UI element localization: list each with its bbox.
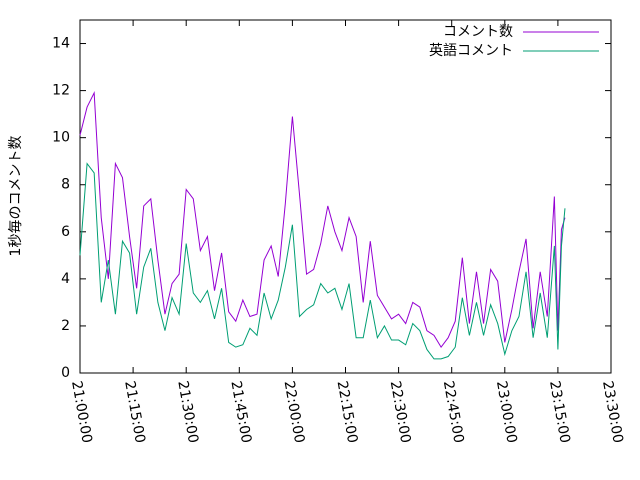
y-axis-label: 1秒毎のコメント数: [8, 136, 24, 257]
series-line: [79, 91, 566, 349]
y-tick-label: 14: [52, 36, 70, 52]
y-tick-label: 4: [61, 271, 70, 287]
y-tick-label: 12: [52, 83, 70, 99]
legend-label: コメント数: [443, 24, 513, 40]
x-tick-label: 23:30:00: [599, 380, 626, 445]
x-tick-label: 21:00:00: [68, 380, 95, 445]
y-tick-label: 10: [52, 130, 70, 146]
x-tick-label: 22:00:00: [281, 380, 308, 445]
x-tick-label: 21:30:00: [174, 380, 201, 445]
y-tick-label: 0: [61, 365, 70, 381]
y-tick-label: 2: [61, 318, 70, 334]
x-tick-label: 22:45:00: [440, 380, 467, 445]
x-tick-label: 21:45:00: [227, 380, 254, 445]
y-tick-label: 8: [61, 177, 70, 193]
x-tick-label: 23:15:00: [546, 380, 573, 445]
legend-label: 英語コメント: [429, 42, 513, 59]
x-tick-label: 21:15:00: [121, 380, 148, 445]
series-line: [79, 162, 566, 360]
x-tick-label: 22:15:00: [334, 380, 361, 445]
x-tick-label: 22:30:00: [387, 380, 414, 445]
x-tick-label: 23:00:00: [493, 380, 520, 445]
y-tick-label: 6: [61, 224, 70, 240]
